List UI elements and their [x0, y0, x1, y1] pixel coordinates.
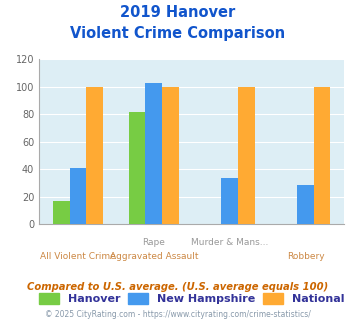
Legend: Hanover, New Hampshire, National: Hanover, New Hampshire, National — [39, 293, 344, 304]
Bar — [86, 87, 103, 224]
Text: Aggravated Assault: Aggravated Assault — [110, 252, 198, 261]
Text: Rape: Rape — [142, 238, 165, 247]
Bar — [314, 87, 331, 224]
Bar — [238, 87, 255, 224]
Bar — [146, 83, 162, 224]
Bar — [70, 168, 86, 224]
Bar — [221, 178, 238, 224]
Text: All Violent Crime: All Violent Crime — [40, 252, 116, 261]
Bar — [162, 87, 179, 224]
Bar — [297, 184, 314, 224]
Bar — [53, 201, 70, 224]
Bar — [129, 112, 146, 224]
Text: Violent Crime Comparison: Violent Crime Comparison — [70, 26, 285, 41]
Text: Murder & Mans...: Murder & Mans... — [191, 238, 268, 247]
Text: © 2025 CityRating.com - https://www.cityrating.com/crime-statistics/: © 2025 CityRating.com - https://www.city… — [45, 310, 310, 319]
Text: Compared to U.S. average. (U.S. average equals 100): Compared to U.S. average. (U.S. average … — [27, 282, 328, 292]
Text: 2019 Hanover: 2019 Hanover — [120, 5, 235, 20]
Text: Robbery: Robbery — [286, 252, 324, 261]
